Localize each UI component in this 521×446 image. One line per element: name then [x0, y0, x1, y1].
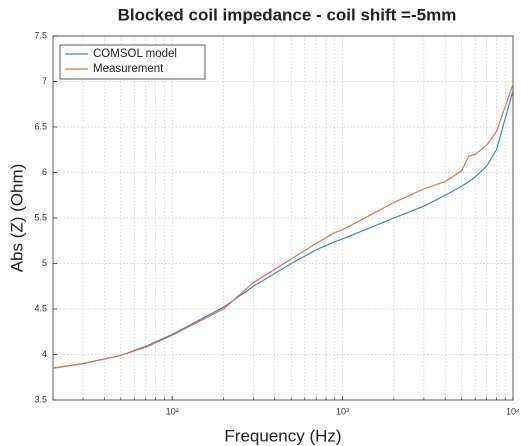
y-tick-label: 4.5	[34, 303, 47, 313]
y-tick-label: 5.5	[34, 212, 47, 222]
legend-box	[59, 44, 206, 80]
x-tick-label: 10²	[166, 406, 179, 416]
y-tick-label: 6.5	[34, 121, 47, 131]
y-tick-label: 7.5	[34, 30, 47, 40]
legend-label: Measurement	[93, 63, 164, 75]
plot-area	[53, 36, 513, 400]
chart-title: Blocked coil impedance - coil shift =-5m…	[118, 5, 457, 24]
y-tick-label: 3.5	[34, 394, 47, 404]
y-tick-label: 7	[42, 76, 47, 86]
series-line	[52, 90, 514, 369]
x-tick-label: 10⁴	[506, 406, 520, 416]
y-tick-label: 6	[42, 167, 47, 177]
plot-frame	[52, 35, 514, 401]
x-tick-label: 10³	[336, 406, 349, 416]
legend-label: COMSOL model	[93, 48, 177, 60]
y-tick-label: 4	[42, 349, 47, 359]
x-axis-label: Frequency (Hz)	[224, 426, 341, 445]
y-axis-label: Abs (Z) (Ohm)	[7, 164, 26, 273]
series-line	[52, 84, 514, 369]
y-tick-label: 5	[42, 258, 47, 268]
